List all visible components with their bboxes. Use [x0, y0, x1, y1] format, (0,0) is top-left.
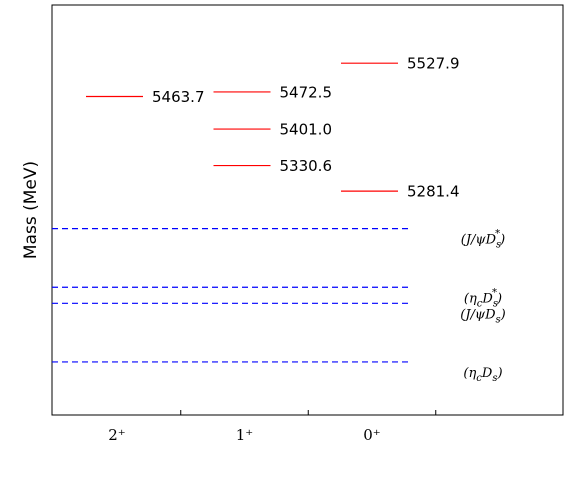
threshold-label: (J/ψDs*)	[461, 229, 506, 251]
x-tick-label: 1⁺	[236, 426, 253, 444]
y-axis-label: Mass (MeV)	[21, 161, 41, 259]
threshold-label-part: )	[496, 291, 502, 306]
level-label: 5330.6	[280, 157, 333, 175]
threshold-label-part: *	[492, 287, 497, 298]
level-label: 5463.7	[152, 88, 205, 106]
x-tick-label: 2⁺	[108, 426, 125, 444]
threshold-label-part: *	[495, 229, 500, 240]
threshold-label-part: c	[476, 373, 482, 384]
threshold-label-part: s	[492, 373, 497, 384]
threshold-label-part: s	[496, 240, 501, 251]
x-tick-label: 0⁺	[363, 426, 380, 444]
threshold-label-part: (J/ψD	[461, 232, 497, 247]
threshold-label-part: D	[481, 365, 493, 380]
threshold-label-part: D	[481, 291, 493, 306]
plot-frame	[51, 4, 564, 416]
threshold-label-part: (J/ψD	[460, 307, 496, 322]
threshold-label-part: (η	[464, 291, 477, 306]
threshold-label: (ηcDs)	[463, 365, 502, 384]
threshold-label-part: )	[499, 232, 505, 247]
level-label: 5472.5	[280, 83, 333, 101]
threshold-label: (ηcDs*)	[464, 287, 502, 309]
level-label: 5401.0	[280, 121, 333, 139]
threshold-label-part: )	[500, 307, 506, 322]
threshold-label-part: (η	[463, 365, 476, 380]
threshold-label-part: s	[493, 298, 498, 309]
threshold-label-part: )	[496, 365, 502, 380]
level-label: 5281.4	[407, 183, 460, 201]
level-label: 5527.9	[407, 55, 460, 73]
threshold-label-part: c	[477, 298, 483, 309]
threshold-label-part: s	[496, 314, 501, 325]
threshold-label: (J/ψDs)	[460, 307, 506, 326]
